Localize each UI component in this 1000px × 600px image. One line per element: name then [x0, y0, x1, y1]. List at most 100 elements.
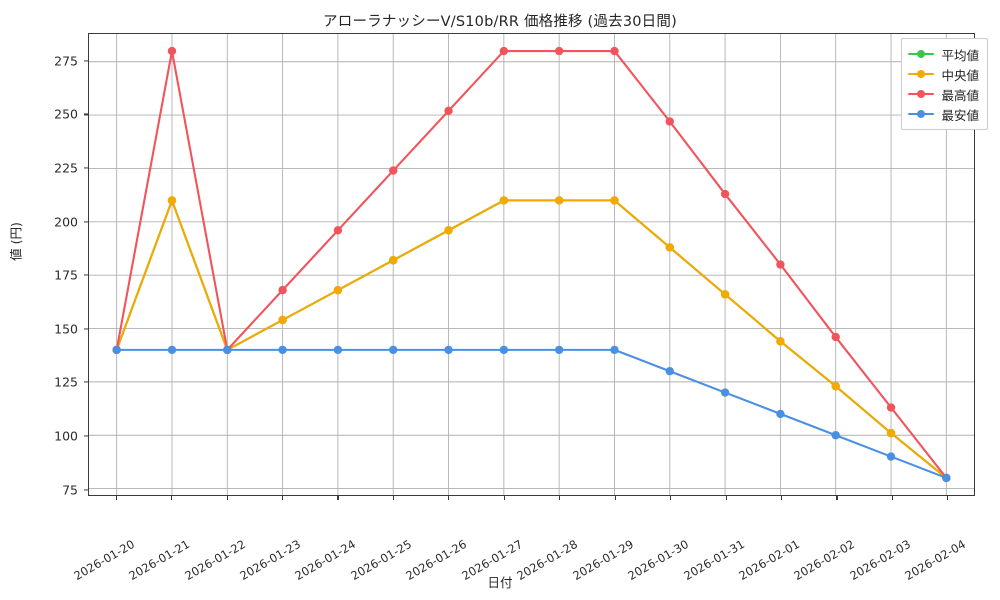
series-marker[interactable] [665, 117, 674, 126]
series-marker[interactable] [278, 345, 287, 355]
legend-label: 最安値 [941, 107, 979, 123]
series-marker[interactable] [610, 196, 619, 205]
series-marker[interactable] [886, 403, 896, 412]
legend-label: 最高値 [941, 87, 979, 103]
x-axis-tick-label: 2026-02-03 [847, 536, 913, 583]
x-axis-tick-mark [503, 496, 505, 501]
x-axis-tick-label: 2026-01-25 [348, 536, 414, 583]
x-axis-tick-mark [836, 496, 838, 501]
series-marker[interactable] [776, 409, 785, 419]
y-axis-tick-mark [83, 274, 88, 276]
x-axis-tick-label: 2026-01-26 [403, 536, 470, 583]
series-marker[interactable] [444, 106, 453, 116]
series-marker[interactable] [776, 260, 785, 269]
series-marker[interactable] [167, 345, 177, 355]
legend-item[interactable]: 平均値 [908, 44, 979, 64]
legend-marker-icon [908, 87, 935, 101]
series-marker[interactable] [665, 367, 674, 376]
series-marker[interactable] [444, 226, 453, 235]
series-marker[interactable] [886, 428, 896, 438]
x-axis-tick-label: 2026-01-30 [625, 536, 692, 583]
y-axis-tick-label: 100 [54, 428, 78, 444]
x-axis-tick-mark [226, 496, 228, 501]
y-axis-tick-marks [80, 33, 88, 496]
y-axis-tick-mark [83, 60, 88, 62]
series-marker[interactable] [499, 345, 509, 355]
y-axis-tick-label: 200 [54, 214, 78, 230]
series-marker[interactable] [389, 345, 398, 355]
series-marker[interactable] [554, 345, 564, 355]
y-axis-tick-mark [83, 435, 88, 437]
x-axis-tick-label: 2026-02-02 [791, 536, 858, 583]
series-marker[interactable] [167, 196, 177, 205]
series-line [115, 199, 948, 479]
x-axis-tick-marks [88, 496, 975, 503]
series-marker[interactable] [278, 315, 287, 325]
x-axis-tick-mark [947, 496, 949, 501]
series-marker[interactable] [720, 290, 730, 299]
series-marker[interactable] [333, 345, 343, 355]
series-marker[interactable] [112, 345, 121, 355]
series-marker[interactable] [610, 345, 619, 355]
x-axis-tick-label: 2026-01-22 [181, 536, 248, 583]
x-axis-tick-mark [171, 496, 173, 501]
y-axis-tick-labels: 75 100 125 150 175 200 225 250 275 [0, 33, 78, 498]
chart-legend[interactable]: 平均値 中央値最高値最安値 [901, 38, 988, 130]
chart-title: アローラナッシーV/S10b/RR 価格推移 (過去30日間) [323, 14, 677, 30]
series-marker[interactable] [278, 285, 287, 295]
y-axis-tick-mark [83, 221, 88, 223]
y-axis-tick-mark [83, 113, 88, 115]
legend-item[interactable]: 最高値 [908, 84, 979, 104]
legend-item[interactable]: 中央値 [908, 64, 979, 84]
series-marker[interactable] [665, 243, 674, 252]
x-axis-tick-label: 2026-01-28 [514, 536, 581, 583]
series-marker[interactable] [610, 46, 619, 56]
series-marker[interactable] [942, 473, 951, 483]
series-marker[interactable] [499, 46, 509, 56]
series-marker[interactable] [333, 285, 343, 295]
x-axis-tick-label: 2026-01-20 [71, 536, 137, 583]
series-marker[interactable] [554, 196, 564, 205]
series-marker[interactable] [720, 189, 730, 199]
plot-svg [89, 34, 974, 495]
x-axis-tick-label: 2026-01-27 [459, 536, 525, 583]
y-axis-tick-label: 75 [62, 482, 78, 498]
series-marker[interactable] [720, 388, 730, 397]
x-axis-tick-mark [337, 496, 339, 501]
series-marker[interactable] [554, 46, 564, 56]
series-marker[interactable] [831, 431, 840, 440]
x-axis-tick-mark [670, 496, 672, 501]
series-marker[interactable] [389, 256, 398, 265]
series-marker[interactable] [499, 196, 509, 205]
series-marker[interactable] [223, 345, 232, 355]
x-axis-tick-label: 2026-02-01 [736, 536, 803, 583]
y-axis-tick-mark [83, 328, 88, 330]
x-axis-tick-mark [559, 496, 561, 501]
series-marker[interactable] [333, 226, 343, 235]
y-axis-tick-label: 150 [54, 321, 78, 337]
y-axis-tick-label: 225 [54, 160, 78, 176]
series-line [115, 199, 948, 479]
series-line [115, 50, 948, 479]
series-marker[interactable] [444, 345, 453, 355]
series-marker[interactable] [389, 166, 398, 175]
y-axis-tick-label: 275 [54, 53, 78, 69]
data-series [112, 345, 951, 483]
series-marker[interactable] [831, 332, 840, 342]
y-axis-tick-label: 250 [54, 106, 78, 122]
x-axis-tick-labels: 2026-01-20 2026-01-21 2026-01-22 2026-01-23… [71, 503, 975, 583]
series-marker[interactable] [886, 452, 896, 461]
series-marker[interactable] [167, 46, 177, 56]
gridlines [89, 34, 974, 495]
data-series [112, 46, 951, 483]
x-axis-tick-label: 2026-01-31 [680, 536, 747, 583]
legend-item[interactable]: 最安値 [908, 104, 979, 124]
x-axis-tick-label: 2026-01-23 [237, 536, 304, 583]
series-marker[interactable] [776, 337, 785, 346]
series-marker[interactable] [831, 381, 840, 391]
x-axis-tick-mark [725, 496, 727, 501]
y-axis-tick-mark [83, 381, 88, 383]
x-axis-tick-label: 2026-02-04 [902, 536, 969, 583]
x-axis-tick-mark [115, 496, 117, 501]
